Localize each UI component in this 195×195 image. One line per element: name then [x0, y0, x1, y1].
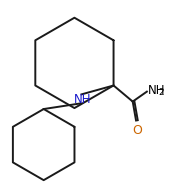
- Text: O: O: [132, 124, 142, 137]
- Text: 2: 2: [158, 88, 164, 97]
- Text: NH: NH: [148, 84, 165, 97]
- Text: NH: NH: [74, 93, 91, 106]
